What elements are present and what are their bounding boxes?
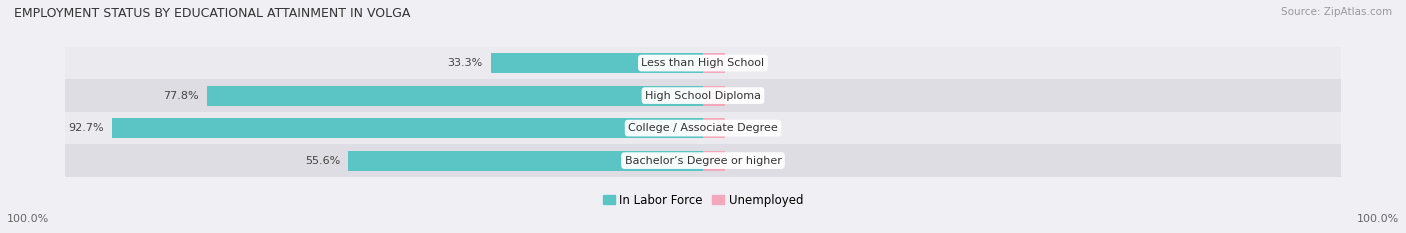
Bar	[111, 118, 703, 138]
Text: 55.6%: 55.6%	[305, 156, 340, 166]
Text: 77.8%: 77.8%	[163, 91, 200, 101]
Text: 0.0%: 0.0%	[735, 123, 763, 133]
Text: 33.3%: 33.3%	[447, 58, 482, 68]
Text: 100.0%: 100.0%	[1357, 214, 1399, 224]
Text: Less than High School: Less than High School	[641, 58, 765, 68]
Text: 0.0%: 0.0%	[735, 156, 763, 166]
Bar	[703, 151, 725, 171]
Text: High School Diploma: High School Diploma	[645, 91, 761, 101]
Text: College / Associate Degree: College / Associate Degree	[628, 123, 778, 133]
Text: 100.0%: 100.0%	[7, 214, 49, 224]
Text: 0.0%: 0.0%	[735, 58, 763, 68]
Bar	[65, 144, 1341, 177]
Bar	[703, 118, 725, 138]
Text: 92.7%: 92.7%	[69, 123, 104, 133]
Text: EMPLOYMENT STATUS BY EDUCATIONAL ATTAINMENT IN VOLGA: EMPLOYMENT STATUS BY EDUCATIONAL ATTAINM…	[14, 7, 411, 20]
Bar	[207, 86, 703, 106]
Bar	[349, 151, 703, 171]
Bar	[703, 86, 725, 106]
Bar	[491, 53, 703, 73]
Text: 0.0%: 0.0%	[735, 91, 763, 101]
Bar	[65, 47, 1341, 79]
Text: Source: ZipAtlas.com: Source: ZipAtlas.com	[1281, 7, 1392, 17]
Bar	[65, 79, 1341, 112]
Bar	[65, 112, 1341, 144]
Text: Bachelor’s Degree or higher: Bachelor’s Degree or higher	[624, 156, 782, 166]
Bar	[703, 53, 725, 73]
Legend: In Labor Force, Unemployed: In Labor Force, Unemployed	[603, 194, 803, 207]
